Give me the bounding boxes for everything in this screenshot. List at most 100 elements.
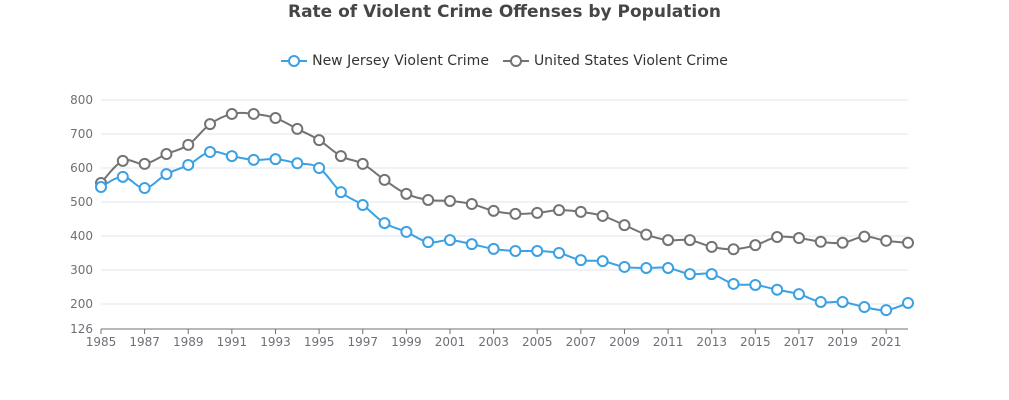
y-axis-ticks: 126 200 300 400 500 600 700 800 [70, 93, 93, 336]
data-point-new-jersey[interactable] [291, 157, 304, 170]
series-layer [95, 107, 914, 317]
data-point-united-states[interactable] [792, 232, 805, 245]
legend: New Jersey Violent Crime United States V… [0, 53, 1009, 69]
x-axis: 1985 1987 1989 1991 1993 1995 1997 1999 2001 2003… [86, 328, 908, 349]
data-point-new-jersey[interactable] [880, 304, 893, 317]
data-point-new-jersey[interactable] [509, 244, 522, 257]
x-tick-label: 2005 [522, 335, 553, 349]
y-tick-label: 800 [70, 93, 93, 107]
data-point-united-states[interactable] [225, 107, 238, 120]
data-point-new-jersey[interactable] [836, 295, 849, 308]
data-point-united-states[interactable] [618, 219, 631, 232]
data-point-united-states[interactable] [596, 209, 609, 222]
data-point-united-states[interactable] [858, 230, 871, 243]
data-point-new-jersey[interactable] [662, 261, 675, 274]
x-tick-label: 2001 [435, 335, 466, 349]
data-point-new-jersey[interactable] [225, 150, 238, 163]
legend-item-united-states[interactable]: United States Violent Crime [502, 53, 728, 69]
data-point-new-jersey[interactable] [443, 234, 456, 247]
data-point-new-jersey[interactable] [640, 261, 653, 274]
data-point-new-jersey[interactable] [902, 296, 914, 309]
x-tick-label: 1999 [391, 335, 422, 349]
data-point-united-states[interactable] [880, 234, 893, 247]
data-point-new-jersey[interactable] [618, 260, 631, 273]
data-point-new-jersey[interactable] [138, 182, 151, 195]
x-tick-label: 2015 [740, 335, 771, 349]
x-tick-label: 1985 [86, 335, 117, 349]
y-tick-label: 400 [70, 229, 93, 243]
data-point-new-jersey[interactable] [356, 199, 369, 212]
data-point-united-states[interactable] [749, 239, 762, 252]
data-point-united-states[interactable] [291, 122, 304, 135]
data-point-new-jersey[interactable] [95, 181, 107, 194]
data-point-united-states[interactable] [553, 204, 566, 217]
x-tick-label: 2011 [653, 335, 684, 349]
data-point-united-states[interactable] [269, 112, 282, 125]
data-point-new-jersey[interactable] [465, 238, 478, 251]
data-point-united-states[interactable] [836, 236, 849, 249]
data-point-united-states[interactable] [247, 107, 260, 120]
data-point-united-states[interactable] [443, 194, 456, 207]
x-tick-label: 1997 [347, 335, 378, 349]
data-point-united-states[interactable] [160, 148, 173, 161]
data-point-united-states[interactable] [902, 236, 914, 249]
data-point-united-states[interactable] [400, 187, 413, 200]
data-point-new-jersey[interactable] [422, 236, 435, 249]
data-point-united-states[interactable] [727, 243, 740, 256]
x-tick-label: 1993 [260, 335, 291, 349]
data-point-new-jersey[interactable] [596, 255, 609, 268]
data-point-new-jersey[interactable] [269, 153, 282, 166]
data-point-new-jersey[interactable] [858, 301, 871, 314]
legend-label-new-jersey: New Jersey Violent Crime [312, 53, 489, 69]
data-point-united-states[interactable] [138, 157, 151, 170]
y-tick-label: 600 [70, 161, 93, 175]
data-point-new-jersey[interactable] [334, 186, 347, 199]
data-point-new-jersey[interactable] [749, 278, 762, 291]
x-tick-label: 1995 [304, 335, 335, 349]
data-point-united-states[interactable] [465, 198, 478, 211]
y-tick-label: 200 [70, 297, 93, 311]
legend-item-new-jersey[interactable]: New Jersey Violent Crime [281, 53, 489, 69]
data-point-new-jersey[interactable] [727, 277, 740, 290]
data-point-united-states[interactable] [182, 138, 195, 151]
data-point-new-jersey[interactable] [116, 170, 129, 183]
data-point-united-states[interactable] [313, 134, 326, 147]
data-point-united-states[interactable] [531, 206, 544, 219]
data-point-new-jersey[interactable] [814, 295, 827, 308]
x-tick-label: 2019 [827, 335, 858, 349]
data-point-united-states[interactable] [509, 207, 522, 220]
data-point-new-jersey[interactable] [160, 168, 173, 181]
data-point-new-jersey[interactable] [792, 288, 805, 301]
data-point-united-states[interactable] [814, 235, 827, 248]
legend-label-united-states: United States Violent Crime [533, 53, 728, 69]
data-point-new-jersey[interactable] [487, 242, 500, 255]
data-point-new-jersey[interactable] [204, 146, 217, 159]
data-point-united-states[interactable] [378, 173, 391, 186]
data-point-united-states[interactable] [487, 204, 500, 217]
data-point-united-states[interactable] [356, 157, 369, 170]
data-point-new-jersey[interactable] [378, 217, 391, 230]
data-point-united-states[interactable] [683, 234, 696, 247]
data-point-new-jersey[interactable] [705, 268, 718, 281]
data-point-new-jersey[interactable] [553, 247, 566, 259]
data-point-united-states[interactable] [640, 228, 653, 241]
data-point-united-states[interactable] [116, 154, 129, 167]
data-point-new-jersey[interactable] [574, 254, 587, 267]
data-point-united-states[interactable] [204, 118, 217, 131]
data-point-new-jersey[interactable] [313, 162, 326, 174]
data-point-new-jersey[interactable] [247, 153, 260, 166]
data-point-new-jersey[interactable] [531, 244, 544, 257]
data-point-united-states[interactable] [334, 150, 347, 163]
x-tick-label: 2021 [871, 335, 902, 349]
data-point-united-states[interactable] [662, 234, 675, 247]
data-point-united-states[interactable] [705, 240, 718, 253]
data-point-united-states[interactable] [771, 231, 784, 244]
data-point-united-states[interactable] [574, 205, 587, 218]
data-point-new-jersey[interactable] [771, 283, 784, 296]
y-tick-label: 300 [70, 263, 93, 277]
data-point-new-jersey[interactable] [182, 158, 195, 171]
data-point-new-jersey[interactable] [400, 225, 413, 238]
y-tick-label: 700 [70, 127, 93, 141]
data-point-new-jersey[interactable] [683, 268, 696, 281]
data-point-united-states[interactable] [422, 193, 435, 206]
